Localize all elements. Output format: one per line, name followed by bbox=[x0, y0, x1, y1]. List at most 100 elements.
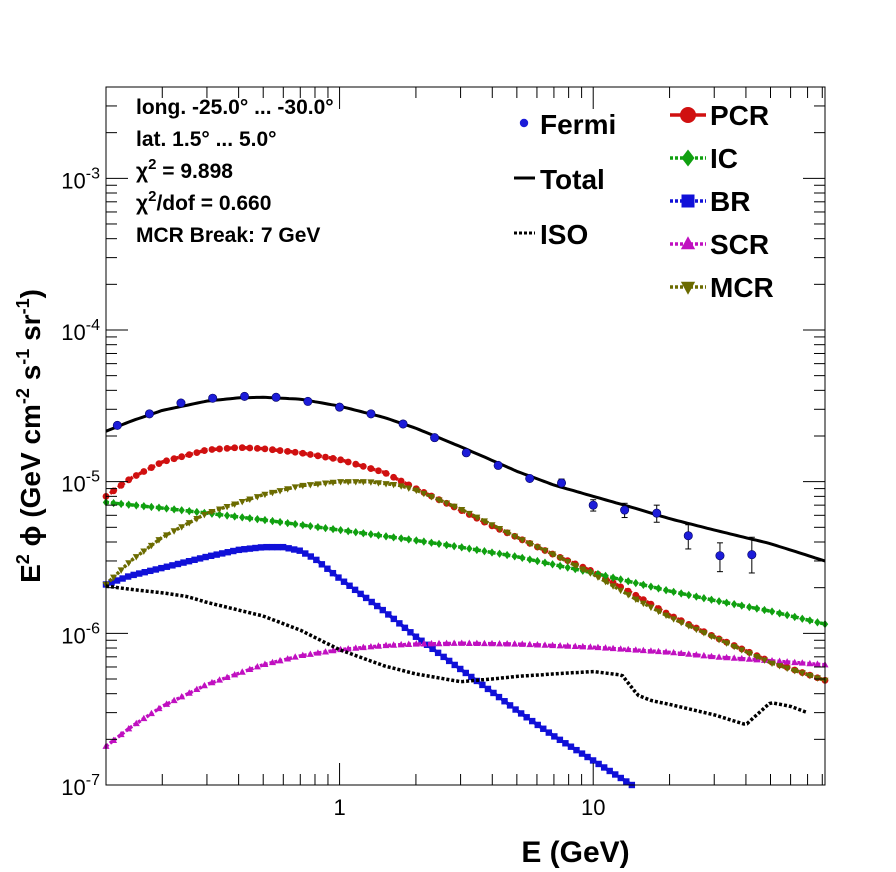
br-marker bbox=[529, 717, 536, 725]
mcr-marker bbox=[707, 633, 715, 640]
mcr-marker bbox=[526, 540, 534, 548]
scr-marker bbox=[518, 640, 526, 647]
pcr-marker bbox=[170, 455, 178, 463]
br-marker bbox=[617, 774, 624, 782]
mcr-marker bbox=[700, 630, 708, 637]
mcr-marker bbox=[314, 481, 322, 488]
ic-marker bbox=[753, 604, 761, 613]
mcr-marker bbox=[783, 665, 791, 672]
br-marker bbox=[523, 714, 530, 721]
br-marker bbox=[213, 551, 220, 558]
model-curves bbox=[102, 395, 829, 789]
ic-marker bbox=[375, 531, 382, 540]
scr-marker bbox=[427, 639, 435, 647]
fermi-point bbox=[240, 391, 250, 401]
ic-marker bbox=[382, 532, 390, 541]
scr-marker bbox=[132, 719, 140, 727]
br-marker bbox=[534, 721, 541, 729]
mcr-marker bbox=[662, 612, 670, 620]
br-marker bbox=[219, 550, 226, 557]
pcr-marker bbox=[163, 457, 170, 465]
scr-marker bbox=[783, 658, 791, 665]
pcr-marker bbox=[223, 444, 231, 452]
scr-marker bbox=[700, 651, 708, 659]
mcr-marker bbox=[647, 604, 655, 612]
ic-marker bbox=[488, 548, 496, 557]
br-marker bbox=[124, 573, 132, 580]
legend-entry-fermi: Fermi bbox=[519, 109, 616, 140]
fermi-point bbox=[176, 398, 186, 408]
ic-marker bbox=[397, 534, 405, 543]
pcr-marker bbox=[125, 476, 133, 484]
mcr-marker bbox=[390, 481, 398, 489]
scr-marker bbox=[231, 670, 239, 678]
ic-marker bbox=[292, 519, 299, 529]
ic-marker bbox=[390, 533, 397, 542]
mcr-marker bbox=[178, 524, 186, 531]
pcr-marker bbox=[117, 481, 125, 489]
br-marker bbox=[390, 615, 398, 623]
mcr-marker bbox=[427, 494, 435, 501]
br-marker bbox=[434, 649, 442, 657]
br-marker bbox=[163, 563, 171, 570]
br-marker bbox=[357, 590, 364, 598]
legend-swatch-marker-pcr bbox=[680, 107, 696, 123]
mcr-marker bbox=[329, 479, 337, 487]
br-marker bbox=[290, 546, 298, 553]
ic-marker bbox=[768, 607, 776, 616]
scr-marker bbox=[450, 639, 458, 646]
fermi-point bbox=[271, 392, 281, 402]
mcr-marker bbox=[776, 663, 784, 670]
ic-marker bbox=[783, 610, 791, 620]
ic-marker bbox=[284, 518, 291, 528]
br-marker bbox=[445, 657, 453, 665]
pcr-marker bbox=[132, 472, 140, 479]
ic-marker bbox=[193, 507, 201, 517]
scr-marker bbox=[738, 654, 746, 662]
br-marker bbox=[113, 577, 121, 584]
series-br bbox=[102, 543, 636, 789]
ic-marker bbox=[133, 501, 140, 510]
br-marker bbox=[108, 579, 115, 586]
br-marker bbox=[307, 553, 315, 560]
fermi-point bbox=[398, 419, 408, 429]
series-iso bbox=[105, 584, 809, 726]
ic-marker bbox=[791, 612, 798, 622]
br-marker bbox=[379, 606, 386, 614]
scr-marker bbox=[306, 650, 314, 657]
legend-label-iso: ISO bbox=[540, 219, 588, 250]
ic-marker bbox=[738, 601, 745, 610]
scr-marker bbox=[707, 652, 715, 660]
info-line: long. -25.0° ... -30.0° bbox=[136, 96, 334, 119]
ic-marker bbox=[700, 594, 708, 603]
br-marker bbox=[623, 778, 630, 785]
scr-marker bbox=[185, 689, 193, 696]
br-marker bbox=[252, 544, 259, 552]
pcr-marker bbox=[276, 447, 284, 454]
scr-marker bbox=[533, 641, 541, 648]
mcr-marker bbox=[511, 533, 519, 541]
mcr-marker bbox=[617, 587, 625, 595]
pcr-marker bbox=[375, 467, 382, 475]
scr-marker bbox=[261, 660, 269, 667]
mcr-marker bbox=[488, 522, 496, 529]
br-marker bbox=[506, 702, 514, 709]
legend-swatch-marker-br bbox=[681, 194, 695, 208]
br-marker bbox=[462, 669, 469, 677]
pcr-marker bbox=[155, 460, 163, 468]
br-marker bbox=[158, 564, 165, 572]
fermi-point bbox=[208, 393, 218, 403]
scr-marker bbox=[730, 654, 738, 661]
mcr-marker bbox=[677, 619, 685, 627]
br-marker bbox=[313, 556, 320, 564]
series-mcr bbox=[102, 479, 829, 685]
pcr-marker bbox=[329, 454, 337, 462]
curve-pcr bbox=[104, 445, 826, 682]
br-marker bbox=[119, 575, 126, 582]
scr-marker bbox=[329, 646, 337, 654]
scr-marker bbox=[503, 640, 511, 647]
scr-marker bbox=[632, 646, 640, 653]
scr-marker bbox=[647, 647, 655, 654]
mcr-marker bbox=[412, 487, 420, 495]
fermi-point bbox=[588, 500, 598, 510]
